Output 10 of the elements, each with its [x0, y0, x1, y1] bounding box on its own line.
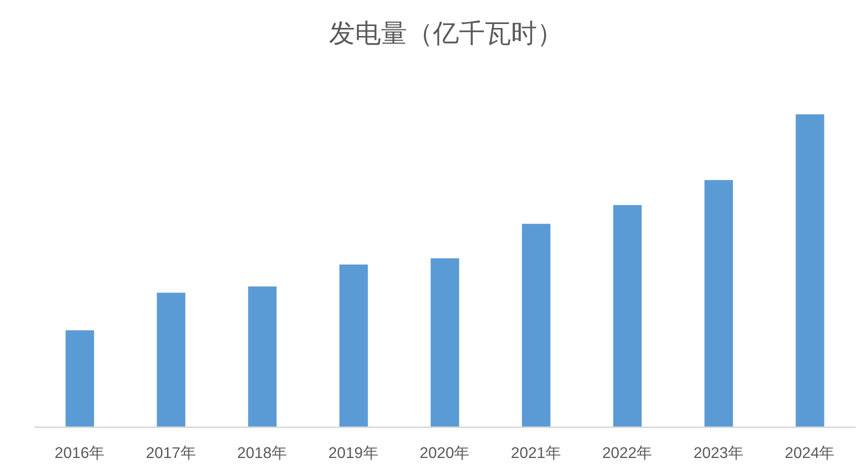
x-tick-label: 2016年	[54, 445, 106, 462]
x-tick-label: 2019年	[328, 445, 379, 462]
x-tick-label: 2018年	[237, 445, 288, 462]
x-tick-label: 2021年	[510, 445, 562, 462]
x-tick-label: 2020年	[420, 445, 470, 462]
x-tick-label: 2023年	[693, 445, 744, 462]
title: 发电量（亿千瓦时）	[328, 18, 563, 48]
x-tick-label: 2017年	[146, 445, 196, 462]
x-tick-label: 2022年	[602, 445, 653, 462]
x-tick-label: 2024年	[784, 445, 836, 462]
